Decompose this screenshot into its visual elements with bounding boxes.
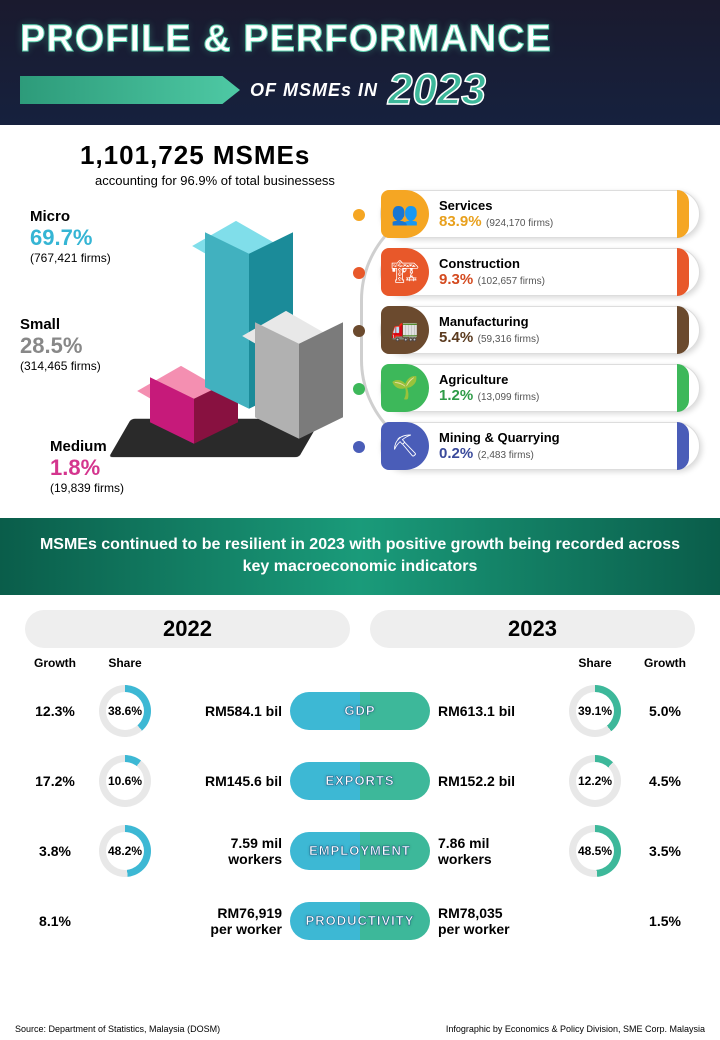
sector-icon: ⛏ xyxy=(381,422,429,470)
indicator-gdp: 12.3% 38.6% RM584.1 bil GDP RM613.1 bil … xyxy=(25,680,695,742)
small-label: Small 28.5% (314,465 firms) xyxy=(20,316,101,373)
header: PROFILE & PERFORMANCE OF MSMEs IN 2023 xyxy=(0,0,720,125)
sector-pct: 9.3% xyxy=(439,271,473,288)
value-right: RM152.2 bil xyxy=(430,773,555,789)
value-left: RM76,919per worker xyxy=(165,905,290,937)
sector-construction: 🏗 Construction 9.3% (102,657 firms) xyxy=(380,248,700,296)
indicator-exports: 17.2% 10.6% RM145.6 bil EXPORTS RM152.2 … xyxy=(25,750,695,812)
share-ring-right: 48.5% xyxy=(569,825,621,877)
subtitle-year: 2023 xyxy=(388,65,486,115)
year-2022: 2022 xyxy=(25,610,350,648)
sector-name: Services xyxy=(439,198,677,213)
growth-left: 12.3% xyxy=(25,703,85,719)
chevron-decoration xyxy=(20,76,240,104)
indicators-section: 2022 2023 Growth Share Share Growth 12.3… xyxy=(0,595,720,975)
main-title: PROFILE & PERFORMANCE xyxy=(20,18,700,61)
indicator-pill: GDP xyxy=(290,692,430,730)
footer: Source: Department of Statistics, Malays… xyxy=(0,1024,720,1034)
credit-text: Infographic by Economics & Policy Divisi… xyxy=(446,1024,705,1034)
sector-pct: 1.2% xyxy=(439,387,473,404)
growth-right: 4.5% xyxy=(635,773,695,789)
growth-left: 3.8% xyxy=(25,843,85,859)
growth-right: 1.5% xyxy=(635,913,695,929)
growth-right: 5.0% xyxy=(635,703,695,719)
sector-pct: 5.4% xyxy=(439,329,473,346)
sector-firms: (13,099 firms) xyxy=(478,392,540,403)
indicator-label: PRODUCTIVITY xyxy=(306,913,415,928)
sector-firms: (59,316 firms) xyxy=(478,334,540,345)
column-headers: Growth Share Share Growth xyxy=(25,656,695,670)
sector-services: 👥 Services 83.9% (924,170 firms) xyxy=(380,190,700,238)
sector-icon: 🏗 xyxy=(381,248,429,296)
value-left: RM145.6 bil xyxy=(165,773,290,789)
share-ring-right: 39.1% xyxy=(569,685,621,737)
subtitle-row: OF MSMEs IN 2023 xyxy=(20,65,700,115)
value-right: RM613.1 bil xyxy=(430,703,555,719)
total-subtitle: accounting for 96.9% of total businesses… xyxy=(95,173,370,188)
sector-agriculture: 🌱 Agriculture 1.2% (13,099 firms) xyxy=(380,364,700,412)
indicator-employment: 3.8% 48.2% 7.59 milworkers EMPLOYMENT 7.… xyxy=(25,820,695,882)
sector-dot xyxy=(353,383,365,395)
year-headers: 2022 2023 xyxy=(25,610,695,648)
growth-left: 17.2% xyxy=(25,773,85,789)
sector-mining-quarrying: ⛏ Mining & Quarrying 0.2% (2,483 firms) xyxy=(380,422,700,470)
total-count: 1,101,725 MSMEs xyxy=(80,140,370,171)
sector-cap xyxy=(677,422,689,470)
growth-right: 3.5% xyxy=(635,843,695,859)
subtitle-of: OF MSMEs IN xyxy=(250,80,378,101)
share-ring-right: 12.2% xyxy=(569,755,621,807)
sector-list: 👥 Services 83.9% (924,170 firms) 🏗 Const… xyxy=(380,140,700,498)
source-text: Source: Department of Statistics, Malays… xyxy=(15,1024,220,1034)
share-ring-left: 48.2% xyxy=(99,825,151,877)
sector-firms: (924,170 firms) xyxy=(486,218,553,229)
sector-dot xyxy=(353,441,365,453)
sector-name: Agriculture xyxy=(439,372,677,387)
top-section: 1,101,725 MSMEs accounting for 96.9% of … xyxy=(0,125,720,518)
infographic-page: PROFILE & PERFORMANCE OF MSMEs IN 2023 1… xyxy=(0,0,720,1040)
sector-name: Mining & Quarrying xyxy=(439,430,677,445)
sector-pct: 0.2% xyxy=(439,445,473,462)
indicator-label: EXPORTS xyxy=(325,773,394,788)
value-left: RM584.1 bil xyxy=(165,703,290,719)
sector-name: Manufacturing xyxy=(439,314,677,329)
indicator-pill: EMPLOYMENT xyxy=(290,832,430,870)
sector-icon: 🚛 xyxy=(381,306,429,354)
value-right: 7.86 milworkers xyxy=(430,835,555,867)
sector-icon: 👥 xyxy=(381,190,429,238)
sector-cap xyxy=(677,190,689,238)
indicator-label: EMPLOYMENT xyxy=(309,843,411,858)
year-2023: 2023 xyxy=(370,610,695,648)
value-left: 7.59 milworkers xyxy=(165,835,290,867)
micro-label: Micro 69.7% (767,421 firms) xyxy=(30,208,111,265)
size-breakdown: 1,101,725 MSMEs accounting for 96.9% of … xyxy=(20,140,370,498)
resilience-banner: MSMEs continued to be resilient in 2023 … xyxy=(0,518,720,595)
sector-firms: (2,483 firms) xyxy=(478,450,534,461)
sector-firms: (102,657 firms) xyxy=(478,276,545,287)
sector-dot xyxy=(353,267,365,279)
sector-pct: 83.9% xyxy=(439,213,482,230)
iso-bars xyxy=(110,258,320,488)
sector-cap xyxy=(677,306,689,354)
indicator-label: GDP xyxy=(344,703,375,718)
sector-cap xyxy=(677,248,689,296)
sector-name: Construction xyxy=(439,256,677,271)
sector-dot xyxy=(353,209,365,221)
share-ring-left: 38.6% xyxy=(99,685,151,737)
value-right: RM78,035per worker xyxy=(430,905,555,937)
indicator-productivity: 8.1% RM76,919per worker PRODUCTIVITY RM7… xyxy=(25,890,695,952)
sector-cap xyxy=(677,364,689,412)
share-ring-left: 10.6% xyxy=(99,755,151,807)
sector-dot xyxy=(353,325,365,337)
indicator-pill: PRODUCTIVITY xyxy=(290,902,430,940)
3d-bar-chart: Micro 69.7% (767,421 firms) Small 28.5% … xyxy=(20,208,320,498)
sector-manufacturing: 🚛 Manufacturing 5.4% (59,316 firms) xyxy=(380,306,700,354)
indicator-pill: EXPORTS xyxy=(290,762,430,800)
growth-left: 8.1% xyxy=(25,913,85,929)
sector-icon: 🌱 xyxy=(381,364,429,412)
